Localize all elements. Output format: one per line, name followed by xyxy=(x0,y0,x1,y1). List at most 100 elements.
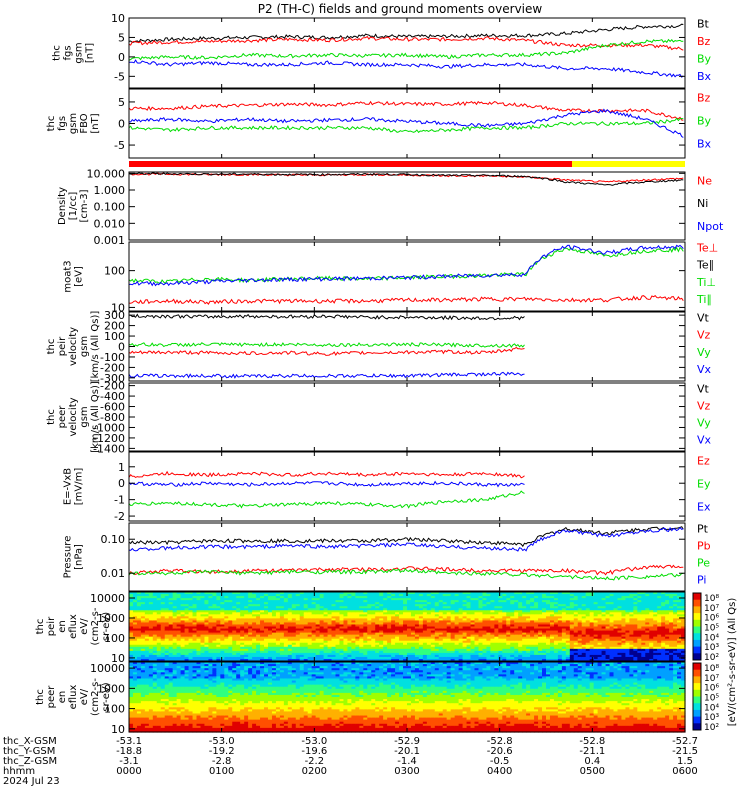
spectrogram-cell xyxy=(164,616,170,619)
spectrogram-cell xyxy=(669,598,674,601)
spectrogram-cell xyxy=(601,646,607,650)
spectrogram-cell xyxy=(605,656,611,660)
spectrogram-cell xyxy=(315,598,321,601)
spectrogram-cell xyxy=(387,614,392,617)
spectrogram-cell xyxy=(208,624,213,628)
spectrogram-cell xyxy=(236,648,241,652)
spectrogram-cell xyxy=(395,592,400,595)
spectrogram-cell xyxy=(490,614,495,617)
spectrogram-cell xyxy=(264,624,269,628)
spectrogram-cell xyxy=(585,616,591,619)
spectrogram-cell xyxy=(188,592,194,595)
spectrogram-cell xyxy=(617,596,623,599)
spectrogram-cell xyxy=(522,650,527,654)
spectrogram-cell xyxy=(248,646,253,650)
spectrogram-cell xyxy=(542,616,547,619)
spectrogram-cell xyxy=(450,628,456,632)
spectrogram-cell xyxy=(248,640,253,644)
spectrogram-cell xyxy=(621,616,627,619)
spectrogram-cell xyxy=(482,644,488,648)
spectrogram-cell xyxy=(506,616,511,619)
spectrogram-cell xyxy=(609,630,615,634)
spectrogram-cell xyxy=(140,648,146,652)
spectrogram-cell xyxy=(347,650,352,654)
spectrogram-cell xyxy=(470,616,476,619)
spectrogram-cell xyxy=(339,656,345,660)
spectrogram-cell xyxy=(387,608,392,611)
spectrogram-cell xyxy=(156,610,162,613)
spectrogram-cell xyxy=(661,628,666,632)
spectrogram-cell xyxy=(252,650,257,654)
spectrogram-cell xyxy=(470,618,476,622)
spectrogram-cell xyxy=(299,614,305,617)
spectrogram-cell xyxy=(462,648,468,652)
spectrogram-cell xyxy=(498,596,503,599)
spectrogram-cell xyxy=(152,594,158,597)
spectrogram-cell xyxy=(303,598,309,601)
spectrogram-cell xyxy=(291,654,297,658)
spectrogram-cell xyxy=(542,650,547,654)
spectrogram-cell xyxy=(625,628,630,632)
spectrogram-cell xyxy=(549,642,555,646)
spectrogram-cell xyxy=(196,598,202,601)
spectrogram-cell xyxy=(633,634,638,638)
spectrogram-cell xyxy=(216,658,221,662)
y-tick-label: -1 xyxy=(114,494,125,507)
spectrogram-cell xyxy=(561,632,567,636)
spectrogram-cell xyxy=(403,594,408,597)
spectrogram-cell xyxy=(514,650,519,654)
spectrogram-cell xyxy=(625,626,630,630)
spectrogram-cell xyxy=(633,636,638,640)
spectrogram-cell xyxy=(585,612,591,615)
spectrogram-cell xyxy=(438,636,444,640)
spectrogram-cell xyxy=(649,640,654,644)
spectrogram-cell xyxy=(414,632,420,636)
spectrogram-cell xyxy=(605,654,611,658)
spectrogram-cell xyxy=(597,614,603,617)
spectrogram-cell xyxy=(621,636,627,640)
spectrogram-cell xyxy=(295,602,301,605)
spectrogram-cell xyxy=(581,654,587,658)
spectrogram-cell xyxy=(144,632,150,636)
spectrogram-cell xyxy=(264,658,269,662)
spectrogram-cell xyxy=(629,632,634,636)
spectrogram-cell xyxy=(196,608,202,611)
spectrogram-cell xyxy=(673,614,678,617)
spectrogram-cell xyxy=(383,658,388,662)
spectrogram-cell xyxy=(601,628,607,632)
spectrogram-cell xyxy=(573,606,579,609)
spectrogram-cell xyxy=(275,638,281,642)
spectrogram-cell xyxy=(295,628,301,632)
spectrogram-cell xyxy=(450,612,456,615)
spectrogram-cell xyxy=(526,596,531,599)
spectrogram-cell xyxy=(641,642,646,646)
spectrogram-cell xyxy=(474,648,480,652)
spectrogram-cell xyxy=(407,592,412,595)
spectrogram-cell xyxy=(478,646,484,650)
spectrogram-cell xyxy=(164,622,170,626)
spectrogram-cell xyxy=(220,604,225,607)
spectrogram-cell xyxy=(264,604,269,607)
spectrogram-cell xyxy=(546,622,551,626)
spectrogram-cell xyxy=(228,626,233,630)
spectrogram-cell xyxy=(359,622,364,626)
spectrogram-cell xyxy=(522,614,527,617)
spectrogram-cell xyxy=(188,614,194,617)
spectrogram-cell xyxy=(152,652,158,656)
spectrogram-cell xyxy=(589,632,595,636)
series-pressure-Pt xyxy=(128,526,684,548)
spectrogram-cell xyxy=(418,658,424,662)
spectrogram-cell xyxy=(315,644,321,648)
spectrogram-cell xyxy=(200,636,206,640)
spectrogram-cell xyxy=(494,644,499,648)
spectrogram-cell xyxy=(156,620,162,624)
spectrogram-cell xyxy=(168,632,174,636)
spectrogram-cell xyxy=(613,606,619,609)
spectrogram-cell xyxy=(410,656,416,660)
spectrogram-cell xyxy=(418,642,424,646)
spectrogram-cell xyxy=(450,604,456,607)
spectrogram-cell xyxy=(478,628,484,632)
spectrogram-cell xyxy=(534,646,539,650)
spectrogram-cell xyxy=(184,612,190,615)
spectrogram-cell xyxy=(621,646,627,650)
